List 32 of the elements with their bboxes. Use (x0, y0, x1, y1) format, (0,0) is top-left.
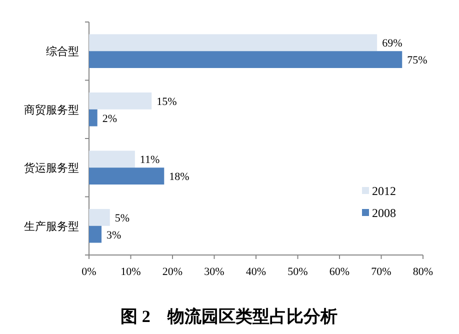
bar (89, 109, 98, 126)
data-label: 2% (102, 112, 118, 125)
x-tick-label: 30% (204, 266, 224, 278)
data-label: 5% (114, 212, 130, 224)
x-tick-label: 80% (412, 266, 434, 278)
data-label: 15% (156, 96, 177, 108)
x-tick-label: 40% (246, 266, 266, 278)
legend-label: 2008 (372, 206, 396, 220)
x-tick-label: 20% (162, 266, 183, 278)
data-label: 69% (382, 38, 402, 50)
x-tick-label: 50% (288, 266, 308, 278)
bar (89, 150, 135, 168)
bar (89, 34, 378, 52)
legend-label: 2012 (372, 184, 396, 198)
bar (89, 226, 102, 243)
data-label: 18% (169, 171, 190, 184)
bar (89, 208, 110, 226)
y-tick-label: 生产服务型 (24, 220, 79, 233)
x-tick-label: 0% (82, 266, 96, 278)
data-label: 3% (106, 229, 122, 242)
bar (89, 51, 402, 68)
y-tick-label: 货运服务型 (24, 162, 79, 175)
x-tick-label: 10% (120, 266, 141, 278)
y-tick-label: 综合型 (46, 45, 79, 58)
data-label: 11% (140, 154, 160, 166)
data-label: 75% (407, 54, 428, 67)
bar (89, 92, 152, 110)
bar (89, 168, 164, 185)
y-tick-label: 商贸服务型 (24, 103, 79, 116)
text: 图 2 物流园区类型占比分析 (120, 307, 338, 326)
x-tick-label: 60% (329, 266, 350, 278)
x-tick-label: 70% (371, 266, 392, 278)
